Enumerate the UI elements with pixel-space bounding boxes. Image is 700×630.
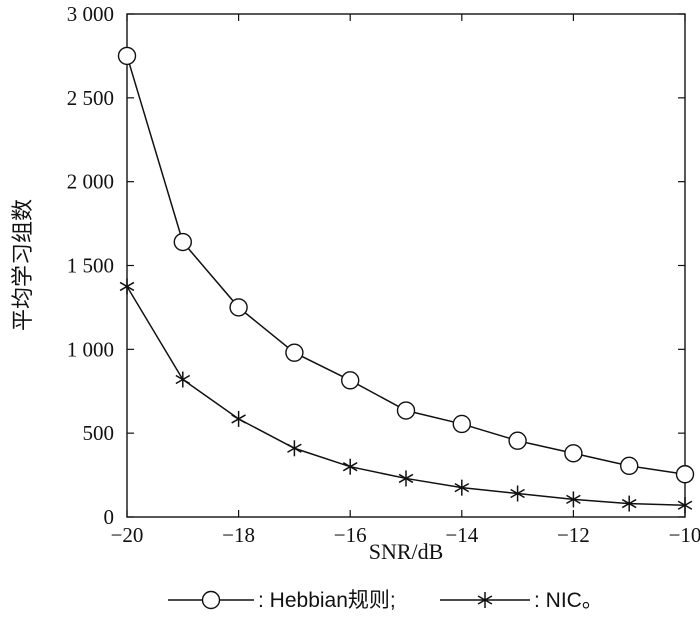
data-point-circle: [564, 444, 583, 463]
series-layer: [117, 46, 695, 514]
x-tick-label: −16: [334, 523, 367, 547]
data-point-circle: [285, 343, 304, 362]
data-point-circle: [452, 414, 471, 434]
y-axis: 0 500 1 000 1 500 2 000 2 500 3 000: [67, 2, 685, 529]
legend: : Hebbian规则; : NIC。: [168, 589, 603, 612]
legend-label: : NIC。: [534, 589, 603, 612]
y-tick-label: 2 000: [67, 170, 114, 194]
data-point-asterisk: [677, 497, 693, 514]
y-tick-label: 3 000: [67, 2, 114, 26]
x-tick-label: −18: [222, 523, 255, 547]
y-tick-label: 1 000: [67, 337, 114, 361]
data-point-asterisk: [398, 470, 414, 487]
y-tick-label: 2 500: [67, 86, 114, 110]
y-tick-label: 1 500: [67, 254, 114, 278]
data-point-asterisk: [454, 479, 470, 496]
x-tick-label: −14: [445, 523, 478, 547]
data-point-circle: [620, 456, 639, 476]
legend-marker-circle: [201, 590, 221, 610]
data-point-asterisk: [119, 278, 135, 295]
x-axis-title: SNR/dB: [369, 539, 444, 564]
data-point-asterisk: [231, 410, 246, 427]
y-tick-label: 0: [104, 505, 115, 529]
y-tick-label: 500: [83, 421, 115, 445]
data-point-circle: [173, 232, 193, 252]
x-tick-label: −12: [557, 523, 590, 547]
y-axis-title: 平均学习组数: [10, 199, 35, 331]
x-tick-label: −10: [669, 523, 700, 547]
legend-label: : Hebbian规则;: [258, 589, 396, 612]
data-point-asterisk: [287, 440, 302, 457]
data-point-circle: [508, 431, 527, 450]
x-tick-label: −20: [111, 523, 144, 547]
data-point-circle: [229, 298, 248, 317]
data-point-asterisk: [175, 371, 191, 388]
legend-marker-asterisk: [477, 592, 493, 608]
plot-frame: [126, 13, 686, 518]
data-point-circle: [341, 371, 360, 390]
data-point-circle: [675, 465, 695, 484]
data-point-asterisk: [342, 458, 358, 475]
data-point-asterisk: [566, 491, 581, 508]
x-axis: −20 −18 −16 −14 −12 −10: [111, 14, 700, 547]
data-point-circle: [117, 46, 137, 66]
data-point-circle: [396, 401, 416, 420]
data-point-asterisk: [510, 485, 525, 502]
data-point-asterisk: [621, 495, 637, 512]
